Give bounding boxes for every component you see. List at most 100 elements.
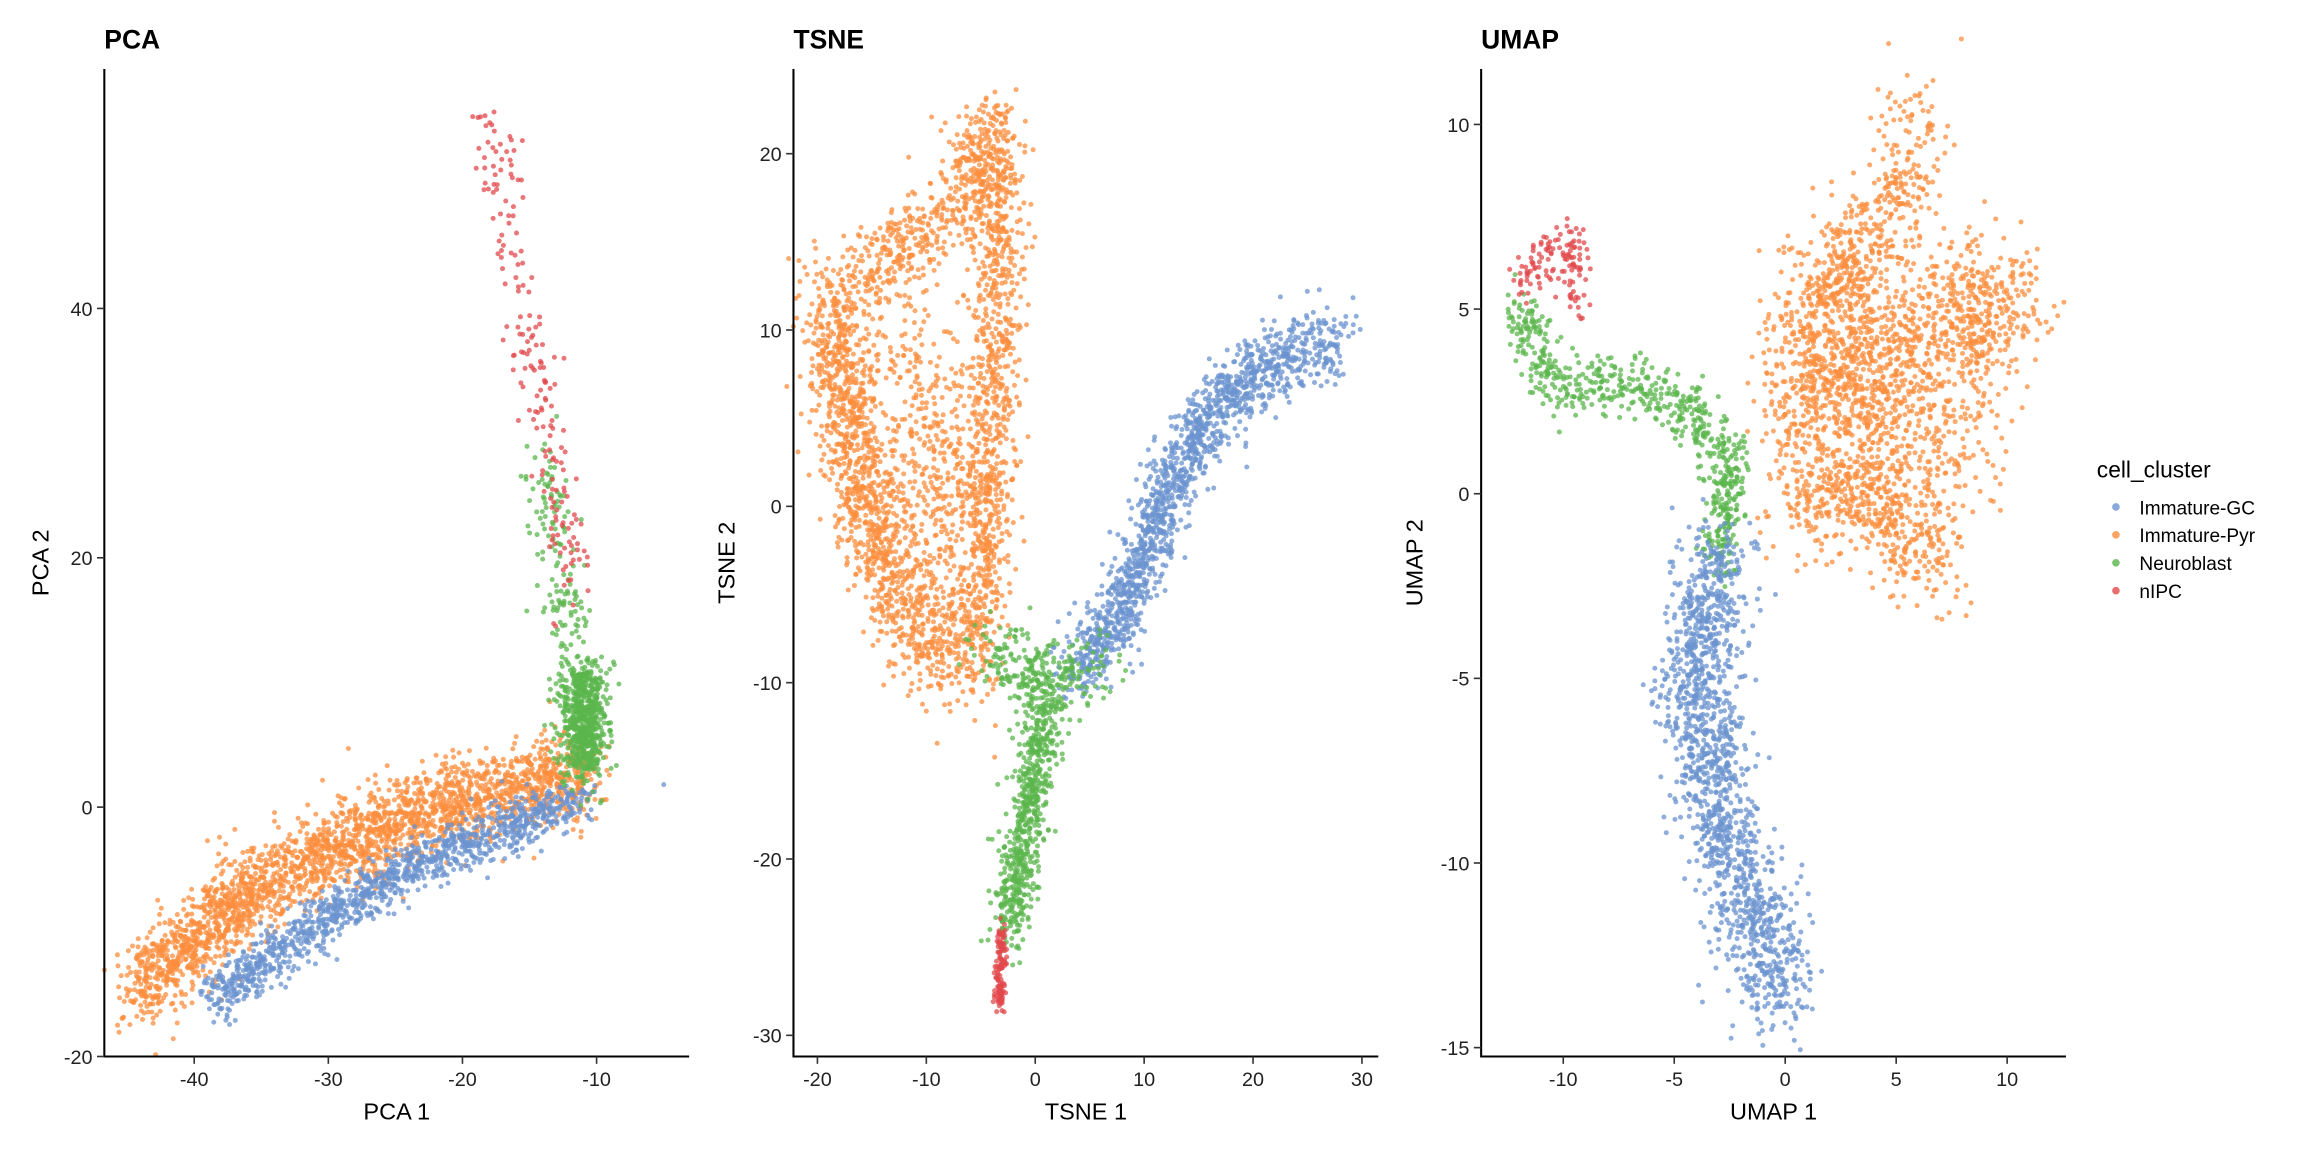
point-immature-gc [232,1017,238,1023]
point-immature-pyr [385,798,391,804]
point-immature-pyr [228,862,234,868]
point-nipc [492,172,498,178]
point-immature-gc [219,998,225,1004]
point-neuroblast [565,702,571,708]
point-immature-gc [305,932,311,938]
point-immature-pyr [400,832,406,838]
point-immature-pyr [208,914,214,920]
point-immature-pyr [282,921,288,927]
point-immature-pyr [248,879,254,885]
point-immature-pyr [466,821,472,827]
point-immature-pyr [201,954,207,960]
point-immature-pyr [170,953,176,959]
point-immature-gc [442,829,448,835]
point-neuroblast [557,678,563,684]
point-immature-pyr [476,796,482,802]
point-neuroblast [557,601,563,607]
point-neuroblast [579,605,585,611]
point-nipc [548,403,554,409]
point-immature-gc [438,856,444,862]
point-immature-pyr [473,774,479,780]
point-immature-pyr [228,939,234,945]
point-immature-pyr [174,912,180,918]
point-immature-gc [240,954,246,960]
point-nipc [576,556,582,562]
point-immature-pyr [461,763,467,769]
point-immature-pyr [450,810,456,816]
point-immature-pyr [126,964,132,970]
point-immature-gc [355,917,361,923]
point-immature-gc [536,810,542,816]
point-immature-pyr [278,866,284,872]
point-neuroblast [562,529,568,535]
point-immature-gc [286,959,292,965]
point-immature-gc [406,868,412,874]
point-neuroblast [572,597,578,603]
point-nipc [550,425,556,431]
point-neuroblast [578,517,584,523]
point-immature-gc [473,817,479,823]
point-immature-pyr [320,832,326,838]
point-neuroblast [569,630,575,636]
point-immature-pyr [135,944,141,950]
point-neuroblast [568,642,574,648]
point-immature-gc [391,853,397,859]
point-nipc [490,163,496,169]
point-immature-pyr [501,797,507,803]
point-immature-pyr [477,808,483,814]
point-immature-gc [255,984,261,990]
point-immature-pyr [183,956,189,962]
point-immature-gc [269,932,275,938]
point-immature-pyr [878,447,884,453]
point-immature-pyr [456,784,462,790]
point-neuroblast [600,755,606,761]
point-immature-pyr [150,947,156,953]
point-immature-pyr [448,794,454,800]
point-neuroblast [524,443,530,449]
point-nipc [485,186,491,192]
point-immature-pyr [407,800,413,806]
point-immature-pyr [314,874,320,880]
point-immature-pyr [523,755,529,761]
point-immature-pyr [271,818,277,824]
point-immature-gc [337,932,343,938]
point-immature-pyr [352,817,358,823]
point-immature-gc [415,887,421,893]
point-immature-pyr [378,816,384,822]
point-neuroblast [567,686,573,692]
point-nipc [473,165,479,171]
point-immature-gc [516,805,522,811]
point-immature-pyr [328,832,334,838]
points [784,87,1363,1015]
point-immature-pyr [492,785,498,791]
point-immature-gc [400,852,406,858]
point-immature-gc [518,834,524,840]
point-immature-pyr [149,1009,155,1015]
point-immature-gc [285,929,291,935]
point-immature-pyr [574,781,580,787]
point-immature-gc [346,914,352,920]
point-neuroblast [549,577,555,583]
point-nipc [529,473,535,479]
point-neuroblast [542,500,548,506]
point-immature-gc [324,916,329,922]
point-immature-gc [533,796,539,802]
point-neuroblast [589,686,595,692]
point-neuroblast [595,766,601,772]
point-immature-pyr [268,907,274,913]
point-immature-gc [321,900,327,906]
point-nipc [498,254,504,260]
point-immature-pyr [119,1015,125,1021]
point-immature-gc [422,839,428,845]
point-immature-pyr [522,772,528,778]
point-nipc [568,577,574,583]
x-tick-label: -10 [582,1069,611,1091]
point-immature-pyr [543,737,549,743]
point-immature-pyr [269,848,275,854]
point-nipc [533,324,539,330]
point-immature-gc [490,856,496,862]
point-immature-pyr [557,738,563,744]
point-immature-pyr [310,848,316,854]
point-immature-gc [283,984,289,990]
